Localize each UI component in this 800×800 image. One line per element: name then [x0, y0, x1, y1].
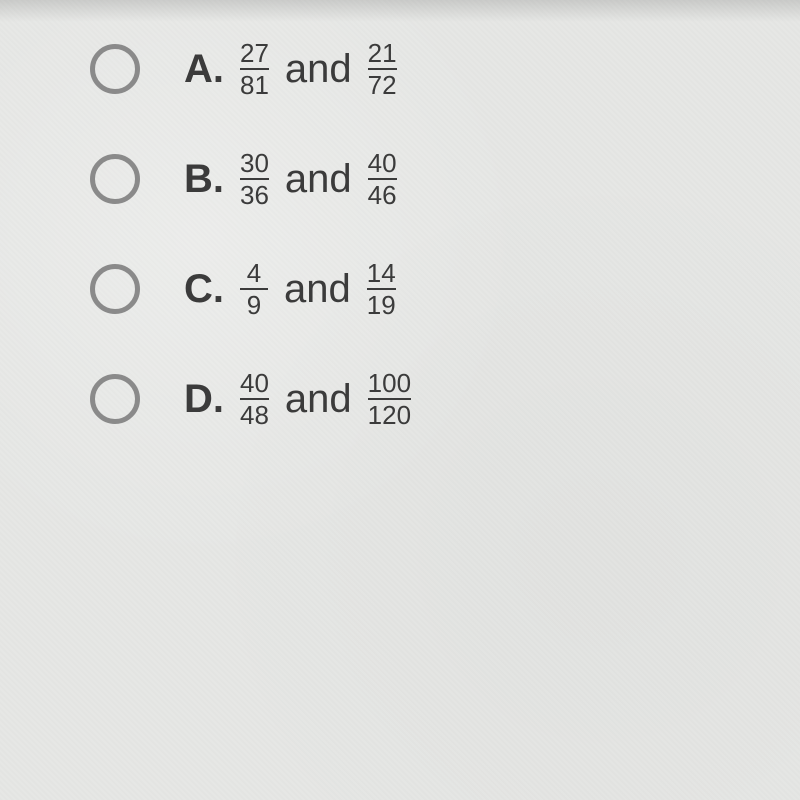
fraction-denominator: 9: [247, 291, 261, 318]
question-sheet: A. 27 81 and 21 72 B. 30 36 and: [0, 0, 800, 800]
fraction-denominator: 48: [240, 401, 269, 428]
option-c-fraction-2: 14 19: [367, 260, 396, 318]
fraction-numerator: 30: [240, 150, 269, 177]
option-d-content: D. 40 48 and 100 120: [184, 370, 413, 428]
option-b-letter: B.: [184, 157, 224, 202]
fraction-numerator: 21: [368, 40, 397, 67]
option-b[interactable]: B. 30 36 and 40 46: [90, 150, 800, 208]
option-a-conj: and: [285, 47, 352, 92]
option-a-letter: A.: [184, 47, 224, 92]
option-b-fraction-2: 40 46: [368, 150, 397, 208]
option-c-content: C. 4 9 and 14 19: [184, 260, 398, 318]
option-a-content: A. 27 81 and 21 72: [184, 40, 399, 98]
fraction-denominator: 36: [240, 181, 269, 208]
fraction-numerator: 4: [247, 260, 261, 287]
option-d[interactable]: D. 40 48 and 100 120: [90, 370, 800, 428]
option-c-fraction-1: 4 9: [240, 260, 268, 318]
radio-b[interactable]: [90, 154, 140, 204]
option-b-fraction-1: 30 36: [240, 150, 269, 208]
fraction-denominator: 46: [368, 181, 397, 208]
fraction-numerator: 27: [240, 40, 269, 67]
fraction-denominator: 120: [368, 401, 411, 428]
option-b-conj: and: [285, 157, 352, 202]
option-b-content: B. 30 36 and 40 46: [184, 150, 399, 208]
option-d-fraction-1: 40 48: [240, 370, 269, 428]
option-a-fraction-2: 21 72: [368, 40, 397, 98]
fraction-denominator: 81: [240, 71, 269, 98]
radio-c[interactable]: [90, 264, 140, 314]
option-d-letter: D.: [184, 377, 224, 422]
fraction-denominator: 19: [367, 291, 396, 318]
option-c-letter: C.: [184, 267, 224, 312]
fraction-numerator: 100: [368, 370, 411, 397]
top-shadow: [0, 0, 800, 22]
fraction-numerator: 40: [368, 150, 397, 177]
option-c[interactable]: C. 4 9 and 14 19: [90, 260, 800, 318]
option-a[interactable]: A. 27 81 and 21 72: [90, 40, 800, 98]
option-a-fraction-1: 27 81: [240, 40, 269, 98]
fraction-numerator: 14: [367, 260, 396, 287]
option-d-fraction-2: 100 120: [368, 370, 411, 428]
fraction-numerator: 40: [240, 370, 269, 397]
radio-a[interactable]: [90, 44, 140, 94]
radio-d[interactable]: [90, 374, 140, 424]
fraction-denominator: 72: [368, 71, 397, 98]
option-c-conj: and: [284, 267, 351, 312]
option-d-conj: and: [285, 377, 352, 422]
